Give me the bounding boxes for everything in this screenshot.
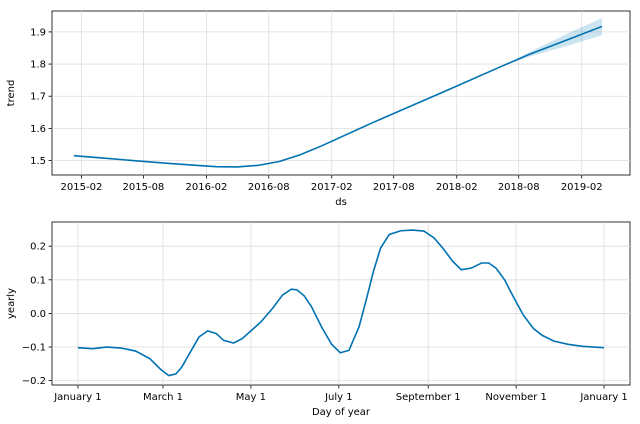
- yearly-line: [77, 229, 605, 377]
- trend-x-tick-label: 2015-08: [123, 182, 165, 193]
- yearly-x-tick-label: September 1: [396, 392, 461, 403]
- trend-x-axis: 2015-02 2015-08 2016-02 2016-08 2017-02 2017-…: [61, 175, 603, 193]
- yearly-x-tick-label: May 1: [236, 392, 266, 403]
- trend-y-tick-label: 1.8: [30, 60, 46, 71]
- trend-x-tick-label: 2019-02: [561, 182, 603, 193]
- trend-plot-area: [51, 10, 631, 176]
- trend-x-axis-label: ds: [335, 197, 347, 208]
- yearly-x-tick-label: March 1: [143, 392, 183, 403]
- trend-x-tick-label: 2016-02: [186, 182, 228, 193]
- yearly-grid: [52, 222, 630, 385]
- trend-y-tick-label: 1.7: [30, 92, 46, 103]
- yearly-x-tick-label: November 1: [485, 392, 547, 403]
- yearly-y-tick-label: 0.0: [30, 309, 46, 320]
- trend-x-tick-label: 2018-02: [436, 182, 478, 193]
- trend-y-axis-label: trend: [6, 80, 17, 107]
- trend-panel: 2015-02 2015-08 2016-02 2016-08 2017-02 2017-…: [6, 10, 631, 208]
- trend-line: [73, 25, 603, 168]
- trend-y-axis: 1.5 1.6 1.7 1.8 1.9: [30, 27, 52, 167]
- trend-x-tick-label: 2016-08: [248, 182, 290, 193]
- trend-y-tick-label: 1.5: [30, 156, 46, 167]
- trend-uncertainty-band: [497, 18, 602, 68]
- yearly-y-tick-label: 0.1: [30, 275, 46, 286]
- trend-x-tick-label: 2018-08: [498, 182, 540, 193]
- trend-x-tick-label: 2017-02: [311, 182, 353, 193]
- yearly-x-tick-label: January 1: [53, 392, 101, 403]
- trend-grid: [52, 11, 630, 175]
- trend-y-tick-label: 1.9: [30, 27, 46, 38]
- trend-x-tick-label: 2015-02: [61, 182, 103, 193]
- yearly-x-tick-label: January 1: [579, 392, 627, 403]
- trend-y-tick-label: 1.6: [30, 124, 46, 135]
- yearly-y-axis: −0.2 −0.1 0.0 0.1 0.2: [22, 242, 52, 387]
- yearly-x-axis-label: Day of year: [312, 407, 371, 418]
- yearly-y-tick-label: −0.2: [22, 376, 46, 387]
- yearly-panel: January 1 March 1 May 1 July 1 September 1 No…: [6, 221, 631, 418]
- yearly-y-tick-label: 0.2: [30, 242, 46, 253]
- yearly-x-tick-label: July 1: [324, 392, 353, 403]
- trend-x-tick-label: 2017-08: [373, 182, 415, 193]
- yearly-y-tick-label: −0.1: [22, 343, 46, 354]
- yearly-y-axis-label: yearly: [6, 288, 17, 319]
- yearly-x-axis: January 1 March 1 May 1 July 1 September 1 No…: [53, 385, 628, 403]
